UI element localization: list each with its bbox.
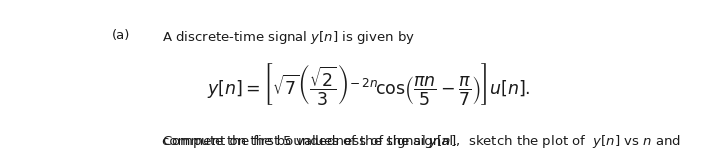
- Text: $y[n] = \left[\sqrt{7}\left(\dfrac{\sqrt{2}}{3}\right)^{\!-2n}\!\cos\!\left(\dfr: $y[n] = \left[\sqrt{7}\left(\dfrac{\sqrt…: [206, 62, 531, 108]
- Text: A discrete-time signal $y[n]$ is given by: A discrete-time signal $y[n]$ is given b…: [162, 29, 416, 46]
- Text: Compute the first 5 values of the signal $y[n]$,  sketch the plot of  $y[n]$ vs : Compute the first 5 values of the signal…: [162, 133, 681, 150]
- Text: (a): (a): [112, 29, 131, 42]
- Text: comment on the boundedness of the signal.: comment on the boundedness of the signal…: [162, 135, 457, 148]
